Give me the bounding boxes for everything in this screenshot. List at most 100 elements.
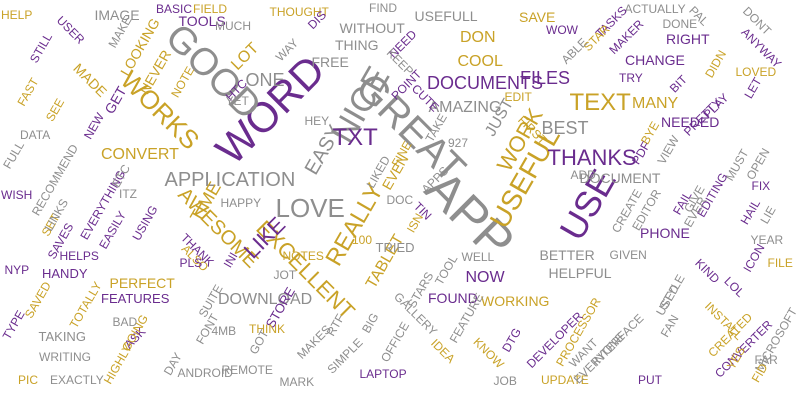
cloud-word: AMAZING (428, 99, 502, 116)
cloud-word: TOOLS (178, 13, 226, 29)
cloud-word: ABLE (558, 35, 590, 67)
cloud-word: MADE (70, 60, 111, 100)
cloud-word: PIC (18, 373, 39, 387)
cloud-word: WISH (1, 188, 33, 202)
cloud-word: VIEW (654, 133, 682, 167)
cloud-word: ETC (108, 162, 134, 190)
cloud-word: MARK (279, 375, 315, 389)
cloud-word: MUCH (215, 19, 251, 33)
cloud-word: YET (225, 94, 249, 108)
cloud-word: CHANGE (625, 52, 685, 68)
cloud-word: WRITING (39, 350, 91, 364)
cloud-word: DATA (20, 128, 51, 142)
cloud-word: 100 (352, 233, 373, 247)
cloud-word: NEEDED (661, 114, 720, 130)
cloud-word: KNOW (470, 334, 507, 372)
cloud-word: TRY (619, 71, 643, 85)
cloud-word: COOL (457, 53, 503, 70)
cloud-word: SAVED (21, 279, 54, 321)
cloud-word: 4MB (211, 324, 237, 338)
cloud-word: HEY (304, 114, 330, 128)
cloud-word: WOW (546, 23, 578, 37)
cloud-word: LOVE (275, 193, 345, 223)
cloud-word: USEFULL (414, 8, 478, 24)
cloud-word: DOWNLOAD (218, 291, 313, 308)
cloud-word: FOUND (428, 290, 478, 306)
cloud-word: NOTE (167, 64, 197, 100)
cloud-word: ACTUALLY (624, 2, 686, 16)
cloud-word: HELPS (59, 249, 99, 263)
cloud-word: USER (53, 13, 87, 47)
cloud-word: HELPFUL (548, 265, 612, 281)
cloud-word: MANY (632, 95, 679, 112)
cloud-word: ITZ (119, 187, 137, 201)
cloud-word: 927 (448, 136, 469, 150)
cloud-word: WITHOUT (339, 20, 405, 36)
cloud-word: JOT (273, 268, 297, 282)
cloud-word: PERFECT (109, 275, 175, 291)
cloud-word: FIX (751, 179, 771, 193)
cloud-word: TRIED (375, 239, 415, 255)
cloud-word: DOC (386, 193, 414, 207)
cloud-word: MAKES (294, 322, 334, 362)
cloud-word: WORKING (481, 293, 550, 309)
cloud-word: THANKS (547, 145, 637, 170)
cloud-word: FIND (369, 1, 397, 15)
cloud-word: NEW (80, 110, 108, 142)
cloud-word: NOW (465, 269, 505, 286)
cloud-word: PLS (179, 256, 203, 270)
cloud-word: TYPE (0, 307, 29, 343)
cloud-word: PHONE (640, 225, 690, 241)
cloud-word: THINK (249, 322, 285, 336)
cloud-word: NYP (4, 263, 30, 277)
cloud-word: NOTES (282, 249, 324, 263)
cloud-word: TAKING (38, 328, 86, 344)
cloud-word: HANDY (42, 265, 88, 281)
cloud-word: HAPPY (220, 196, 262, 210)
cloud-word: YES (723, 344, 749, 372)
cloud-word: FIELD (193, 2, 228, 16)
cloud-word: FAR (754, 353, 778, 367)
cloud-word: SEE (42, 96, 68, 124)
cloud-word: UPDATE (541, 373, 589, 387)
cloud-word: FULL (0, 138, 28, 172)
cloud-word: BIT (666, 72, 690, 96)
cloud-word: TEXT (569, 89, 631, 116)
cloud-word: EDIT (504, 90, 532, 104)
cloud-word: SAVE (519, 9, 556, 25)
cloud-word: PUT (638, 373, 662, 387)
cloud-word: FAN (657, 312, 682, 340)
cloud-word: ADD (570, 168, 596, 182)
cloud-word: DOCUMENTS (427, 73, 543, 93)
cloud-word: FILE (767, 256, 793, 270)
cloud-word: LIE (757, 203, 779, 227)
cloud-word: LET (741, 74, 765, 102)
cloud-word: IMAGE (94, 7, 140, 23)
cloud-word: RIGHT (666, 31, 710, 47)
cloud-word: DONE (662, 17, 698, 31)
cloud-word: DOCUMENT (579, 170, 661, 186)
cloud-word: BEST (541, 118, 589, 138)
cloud-word: LOVED (735, 65, 777, 79)
cloud-word: FREE (311, 54, 349, 70)
cloud-word: OFFICE (377, 319, 413, 365)
cloud-word: THING (335, 37, 379, 53)
cloud-word: DON (460, 29, 496, 46)
cloud-word: DIDN (701, 47, 729, 81)
cloud-word: ANDROID (177, 366, 233, 380)
cloud-word: FAST (14, 75, 42, 109)
cloud-word: STILL (26, 30, 56, 66)
cloud-word: JOB (493, 374, 517, 388)
cloud-word: BASIC (156, 2, 193, 16)
cloud-word: BAD (112, 315, 138, 329)
cloud-word: PDF (628, 139, 654, 167)
cloud-word: GIVEN (609, 248, 647, 262)
cloud-word: FILES (520, 68, 571, 88)
cloud-word: TXT (332, 124, 378, 151)
cloud-word: EXACTLY (50, 373, 104, 387)
cloud-word: REMOTE (221, 363, 273, 377)
cloud-word: BIG (358, 310, 382, 336)
cloud-word: FINE (388, 138, 415, 170)
cloud-word: FEATURES (101, 290, 170, 306)
